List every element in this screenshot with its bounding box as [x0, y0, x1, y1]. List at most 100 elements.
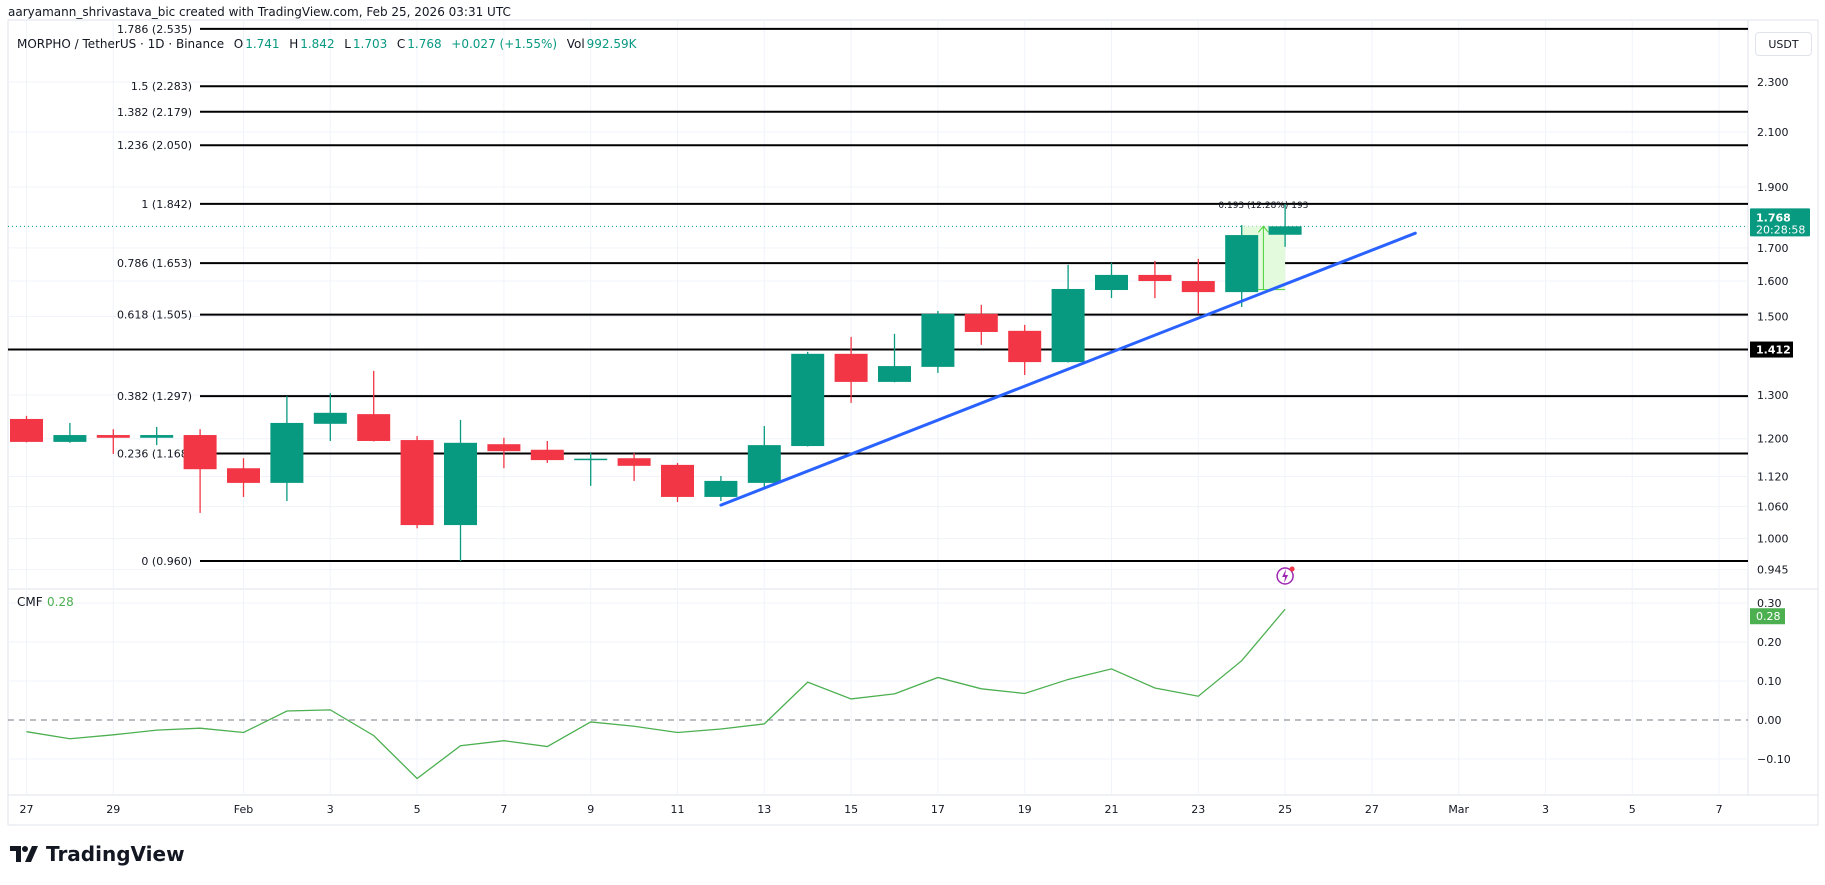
time-axis-label: 3: [327, 803, 334, 816]
candle: [1138, 260, 1172, 299]
price-axis-label: 1.120: [1757, 470, 1789, 483]
candle-body: [1051, 288, 1085, 363]
price-axis-label: 0.945: [1757, 564, 1789, 577]
candle-body: [574, 458, 608, 461]
candle-body: [140, 435, 174, 438]
trendline: [719, 231, 1417, 507]
tradingview-logo[interactable]: TradingView: [10, 842, 185, 866]
horizontal-line-badge: 1.412: [1756, 344, 1791, 357]
candle-body: [53, 435, 87, 442]
cmf-axis-label: 0.00: [1757, 714, 1782, 727]
price-axis-label: 1.200: [1757, 433, 1789, 446]
time-axis-label: Feb: [234, 803, 253, 816]
fib-level-label: 0.382 (1.297): [117, 390, 192, 403]
candle-body: [1268, 226, 1302, 235]
candle: [704, 476, 738, 502]
candle-body: [357, 414, 391, 441]
high-value: 1.842: [300, 37, 335, 51]
time-axis-label: 5: [414, 803, 421, 816]
time-axis-label: 5: [1629, 803, 1636, 816]
time-axis-label: 7: [500, 803, 507, 816]
symbol-legend: MORPHO / TetherUS · 1D · Binance O 1.741 …: [17, 37, 639, 51]
time-axis-label: 9: [587, 803, 594, 816]
time-axis-label: 7: [1716, 803, 1723, 816]
time-axis-label: 29: [106, 803, 120, 816]
cmf-axis-label: −0.10: [1757, 753, 1791, 766]
candle: [357, 370, 391, 442]
candle: [617, 453, 651, 481]
candle-body: [444, 442, 477, 526]
candle-body: [661, 464, 694, 497]
fib-level-label: 1 (1.842): [141, 198, 192, 211]
fib-level-label: 0 (0.960): [141, 555, 192, 568]
close-label: C: [396, 37, 406, 51]
candle: [270, 396, 304, 502]
close-value: 1.768: [407, 37, 442, 51]
cmf-axis-label: 0.10: [1757, 675, 1782, 688]
time-axis-label: Mar: [1448, 803, 1469, 816]
time-axis-label: 23: [1191, 803, 1205, 816]
measure-arrowhead-icon: [1258, 225, 1269, 233]
candle-body: [313, 412, 347, 424]
candle: [10, 415, 43, 443]
price-axis-label: 1.600: [1757, 275, 1789, 288]
cmf-line: [26, 608, 1286, 780]
candle-body: [1225, 235, 1259, 293]
price-axis-label: 1.060: [1757, 501, 1789, 514]
fib-level-label: 1.236 (2.050): [117, 139, 192, 152]
candle-body: [704, 480, 738, 497]
open-label: O: [233, 37, 244, 51]
price-axis-label: 1.700: [1757, 242, 1789, 255]
time-axis-label: 17: [931, 803, 945, 816]
candle: [878, 333, 911, 383]
candle: [1051, 264, 1085, 363]
chart-frame: [7, 19, 1819, 826]
candle-body: [400, 440, 434, 526]
time-axis-label: 27: [1365, 803, 1379, 816]
cmf-badge-bg: [1750, 608, 1785, 625]
fib-level-label: 1.5 (2.283): [131, 80, 192, 93]
low-value: 1.703: [352, 37, 388, 51]
fib-level-label: 1.382 (2.179): [117, 106, 192, 119]
candle-body: [878, 366, 911, 382]
candle: [791, 351, 825, 447]
price-axis-label: 2.100: [1757, 126, 1789, 139]
candle-body: [1008, 330, 1042, 363]
candle: [1181, 258, 1215, 314]
fib-level-label: 0.618 (1.505): [117, 309, 192, 322]
cmf-value: 0.28: [47, 595, 74, 609]
open-value: 1.741: [245, 37, 280, 51]
candle-body: [1095, 274, 1128, 291]
chart-credit: aaryamann_shrivastava_bic created with T…: [8, 5, 511, 19]
measure-label: 0.193 (12.28%) 193: [1218, 201, 1308, 211]
symbol-name[interactable]: MORPHO / TetherUS · 1D · Binance: [17, 37, 225, 51]
cmf-badge: 0.28: [1756, 610, 1781, 623]
notification-dot-icon: [1289, 566, 1295, 572]
horizontal-line-badge-bg: [1750, 341, 1793, 358]
candle-body: [964, 313, 998, 332]
candle-body: [183, 435, 217, 470]
candle: [444, 419, 477, 561]
candle: [140, 426, 174, 446]
price-axis-label: 1.900: [1757, 181, 1789, 194]
candle: [834, 336, 868, 403]
bar-countdown: 20:28:58: [1756, 223, 1805, 236]
candle-body: [270, 422, 304, 483]
currency-button[interactable]: USDT: [1755, 32, 1812, 56]
price-axis-label: 2.300: [1757, 76, 1789, 89]
time-axis-label: 21: [1105, 803, 1119, 816]
price-axis-label: 1.000: [1757, 533, 1789, 546]
candle: [530, 440, 564, 463]
candle-body: [530, 449, 564, 461]
time-axis-label: 27: [20, 803, 34, 816]
change-value: +0.027 (+1.55%): [451, 37, 558, 51]
candle: [183, 429, 217, 513]
candle: [921, 310, 955, 373]
volume-value: 992.59K: [586, 37, 637, 51]
time-axis-label: 3: [1542, 803, 1549, 816]
candle-body: [791, 353, 825, 447]
candle-body: [1181, 281, 1215, 293]
price-axis-label: 1.500: [1757, 310, 1789, 323]
